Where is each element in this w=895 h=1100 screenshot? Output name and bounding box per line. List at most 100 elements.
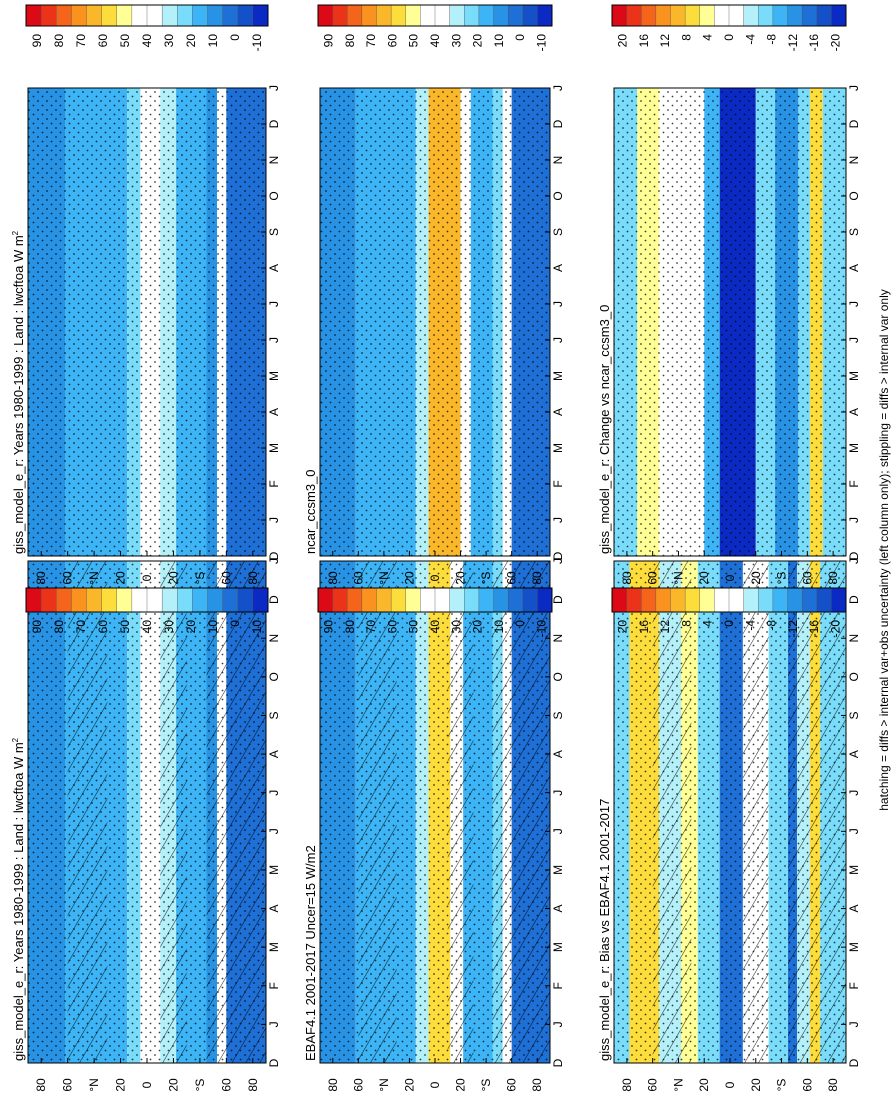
colorbar-swatch	[537, 587, 553, 613]
colorbar-swatch	[816, 587, 832, 613]
colorbar-label: 60	[96, 620, 110, 634]
month-tick-label: O	[267, 191, 281, 200]
month-tick-label: M	[551, 942, 565, 952]
month-tick-label: M	[551, 865, 565, 875]
colorbar-label: 20	[471, 620, 485, 634]
colorbar-label: 30	[449, 620, 463, 634]
lat-tick-label: 20	[697, 571, 711, 585]
month-tick-label: D	[551, 595, 565, 604]
month-tick-label: A	[551, 408, 565, 416]
panel-title: EBAF4.1 2001-2017 Uncer=15 W/m2	[303, 845, 318, 1061]
month-tick-label: S	[267, 228, 281, 236]
colorbar-frame	[25, 4, 269, 27]
lat-tick-label: 60	[219, 1078, 233, 1092]
colorbar-label: 60	[385, 34, 399, 48]
colorbar-swatch	[40, 587, 57, 613]
colorbar-swatch	[420, 4, 436, 27]
lat-tick-label: 60	[646, 1078, 660, 1092]
month-tick-label: J	[551, 828, 565, 834]
hatching-1	[788, 561, 846, 1063]
month-tick-label: A	[267, 408, 281, 416]
lat-tick-label: 60	[61, 1078, 75, 1092]
colorbar-label: 30	[162, 34, 176, 48]
colorbar-swatch	[86, 587, 103, 613]
colorbar-swatch	[207, 587, 224, 613]
lat-tick-label: 80	[530, 571, 544, 585]
colorbar-frame	[611, 587, 847, 613]
colorbar-swatch	[787, 587, 803, 613]
month-tick-label: F	[267, 480, 281, 487]
month-tick-label: M	[847, 942, 861, 952]
colorbar-swatch	[611, 4, 628, 27]
lat-tick-label: 60	[800, 1078, 814, 1092]
colorbar-label: 50	[118, 34, 132, 48]
month-tick-label: M	[267, 865, 281, 875]
colorbar-swatch	[347, 4, 363, 27]
hatching-0	[447, 561, 474, 1063]
month-tick-label: J	[847, 301, 861, 307]
colorbar: 90 80 70 60 50 40 30 20 10 0 -10	[317, 4, 553, 51]
colorbar-swatch	[25, 4, 42, 27]
colorbar-label: 40	[428, 34, 442, 48]
colorbar-label: 40	[428, 620, 442, 634]
colorbar-swatch	[464, 4, 480, 27]
colorbar-swatch	[317, 4, 334, 27]
lat-tick-label: 20	[697, 1078, 711, 1092]
colorbar-swatch	[493, 587, 509, 613]
colorbar-swatch	[743, 4, 759, 27]
month-tick-label: F	[847, 982, 861, 989]
colorbar-swatch	[161, 587, 178, 613]
lat-tick-label: °N	[671, 1078, 685, 1091]
lat-tick-label: 60	[646, 571, 660, 585]
colorbar-swatch	[772, 4, 789, 27]
colorbar-swatch	[655, 4, 672, 27]
month-tick-label: J	[847, 790, 861, 796]
month-tick-label: S	[267, 711, 281, 719]
colorbar-label: 60	[385, 620, 399, 634]
colorbar-label: 4	[701, 620, 715, 627]
month-tick-label: S	[847, 228, 861, 236]
colorbar-label: -8	[765, 620, 779, 631]
colorbar-label: 30	[449, 34, 463, 48]
colorbar-swatch	[161, 4, 178, 27]
lat-tick-label: 80	[326, 1078, 340, 1092]
month-tick-label: D	[847, 1058, 861, 1067]
month-tick-label: A	[847, 750, 861, 758]
month-tick-label: J	[847, 1021, 861, 1027]
colorbar-label: -10	[250, 34, 264, 52]
colorbar-frame	[317, 587, 553, 613]
colorbar-swatch	[626, 587, 642, 613]
colorbar-swatch	[522, 587, 538, 613]
month-tick-label: J	[847, 828, 861, 834]
lat-tick-label: °N	[87, 1078, 101, 1091]
colorbar-swatch	[146, 587, 163, 613]
colorbar-label: 0	[228, 620, 242, 627]
panel-giss-right: 80 60 °N 20 0 20 °S 60 80DJFMAMJJASONDJgiss_mode…	[11, 4, 281, 585]
month-tick-label: M	[267, 942, 281, 952]
colorbar-label: 20	[616, 34, 630, 48]
colorbar-label: 16	[637, 620, 651, 634]
colorbar-swatch	[71, 4, 88, 27]
panel-title: giss_model_e_r: Years 1980-1999 : Land :…	[11, 230, 26, 554]
month-tick-label: D	[267, 119, 281, 128]
month-tick-label: J	[267, 337, 281, 343]
colorbar-swatch	[177, 4, 193, 27]
month-tick-label: A	[847, 264, 861, 272]
colorbar-label: 0	[722, 620, 736, 627]
colorbar-swatch	[71, 587, 88, 613]
month-tick-label: J	[267, 517, 281, 523]
units-superscript: 2	[11, 737, 20, 742]
lat-tick-label: 80	[246, 571, 260, 585]
colorbar-label: -12	[786, 34, 800, 52]
colorbar-swatch	[787, 4, 803, 27]
colorbar-label: 80	[343, 620, 357, 634]
month-tick-label: N	[267, 634, 281, 643]
month-tick-label: O	[847, 672, 861, 681]
month-tick-label: O	[551, 191, 565, 200]
colorbar-swatch	[434, 4, 451, 27]
colorbar-label: 50	[118, 620, 132, 634]
colorbar: 90 80 70 60 50 40 30 20 10 0 -10	[317, 587, 553, 637]
colorbar-label: 50	[407, 34, 421, 48]
month-tick-label: A	[847, 408, 861, 416]
colorbar-frame	[611, 4, 847, 27]
